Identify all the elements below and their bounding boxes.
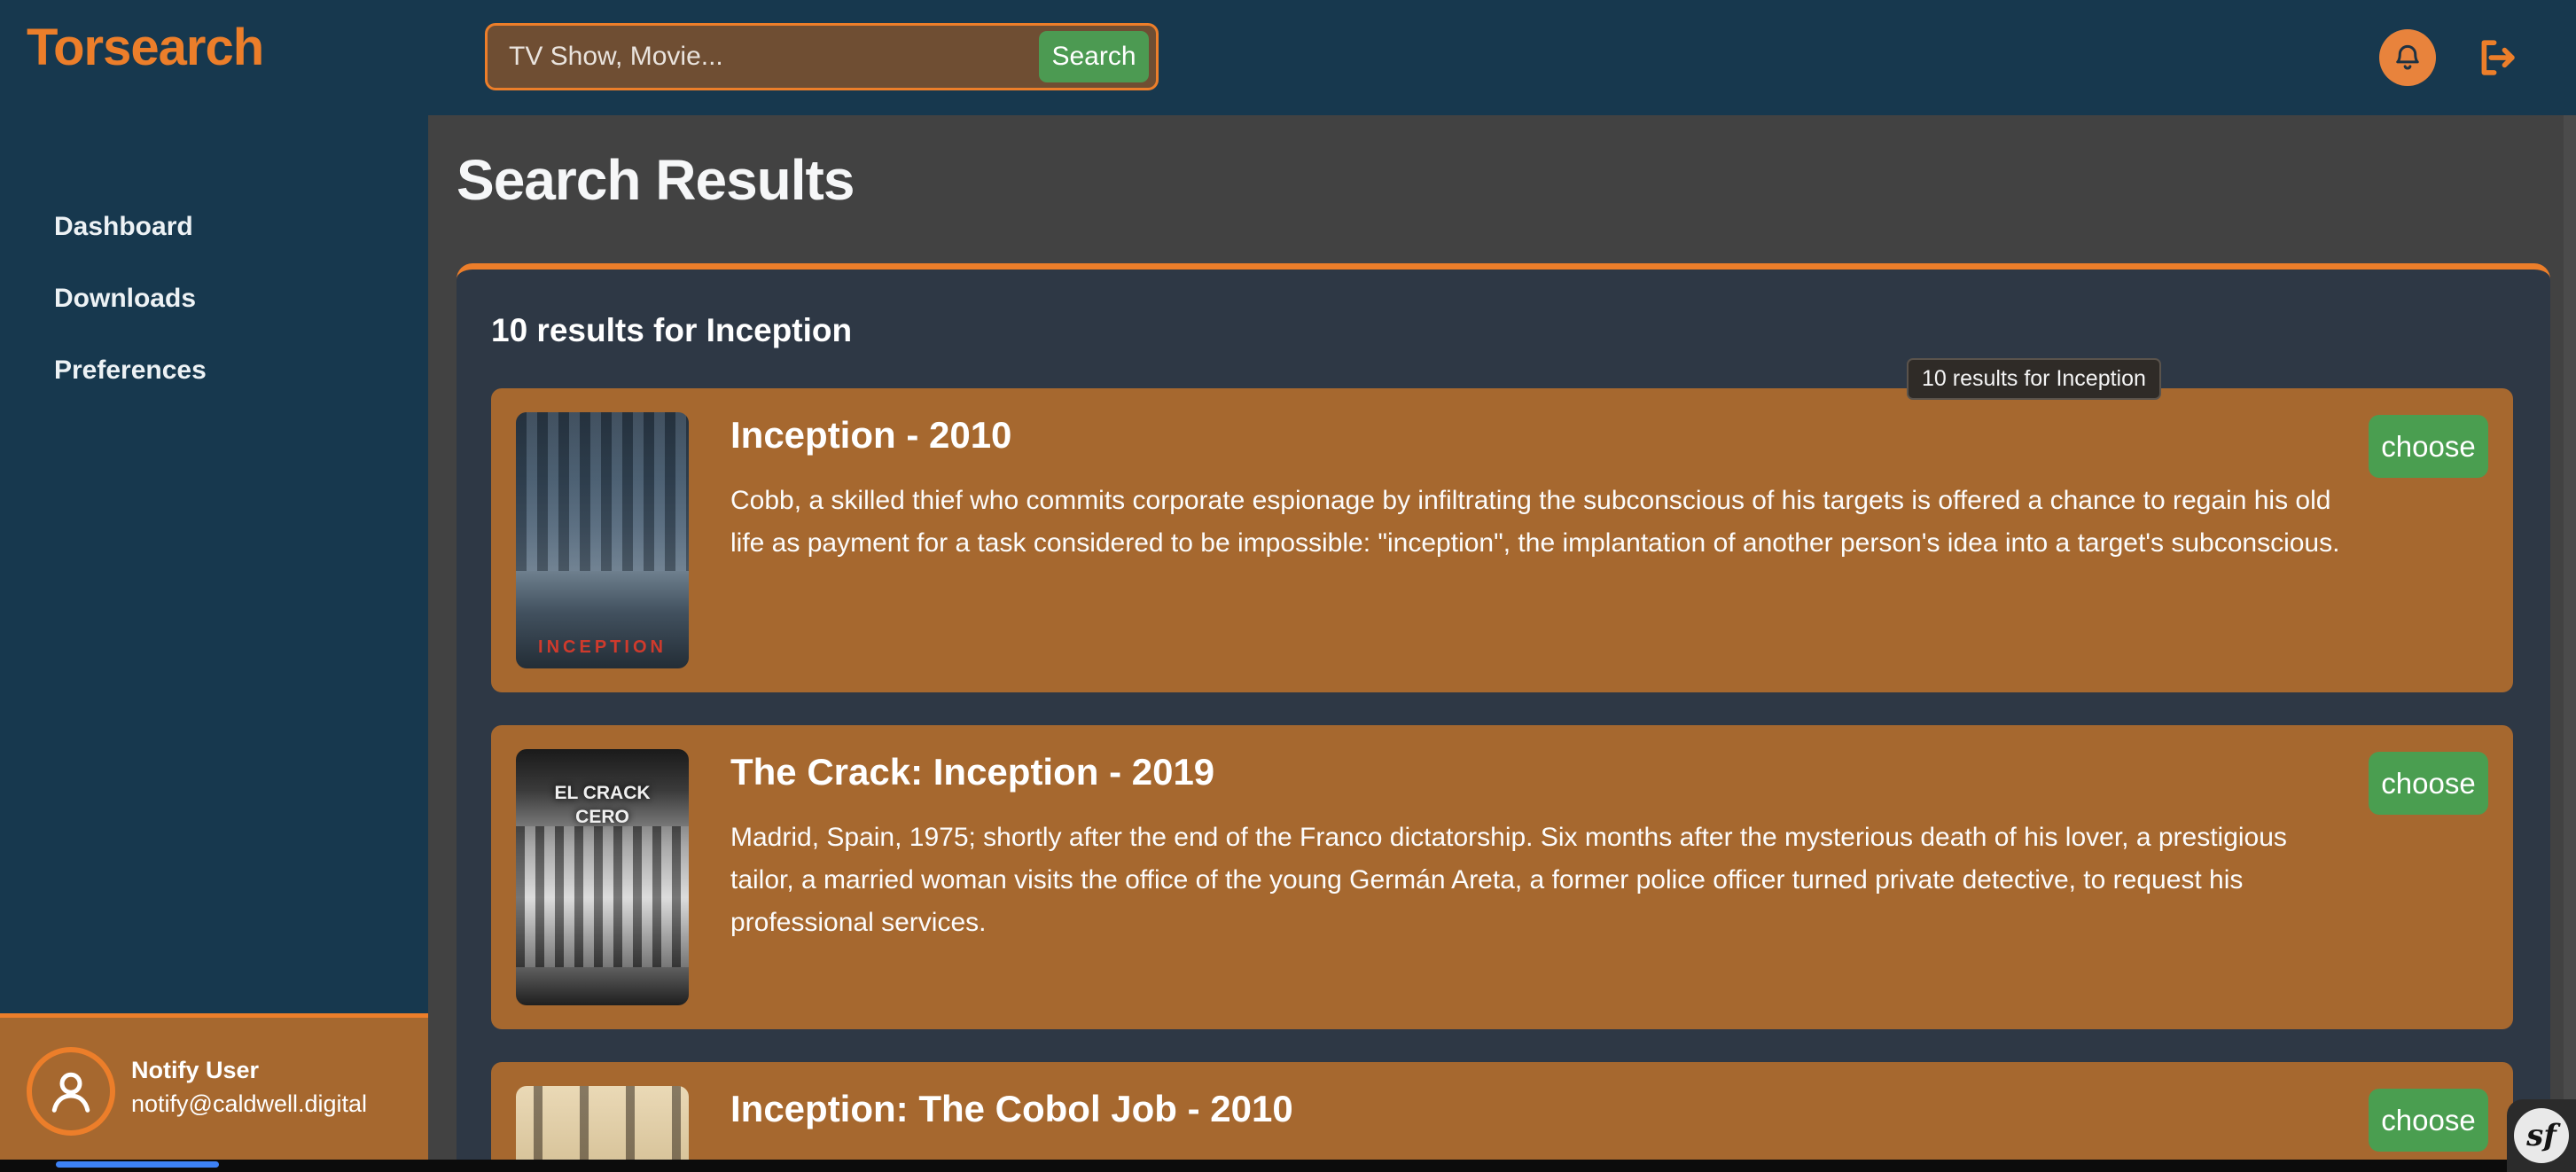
result-title: The Crack: Inception - 2019 bbox=[730, 751, 1215, 793]
sidebar-item-downloads[interactable]: Downloads bbox=[54, 284, 197, 313]
sidebar bbox=[0, 0, 428, 1172]
results-tooltip: 10 results for Inception bbox=[1907, 358, 2161, 400]
bell-icon bbox=[2391, 41, 2424, 74]
top-bar bbox=[0, 0, 2576, 115]
page-title: Search Results bbox=[457, 148, 855, 212]
search-button[interactable]: Search bbox=[1039, 31, 1149, 82]
notifications-button[interactable] bbox=[2379, 29, 2436, 86]
user-panel: Notify User notify@caldwell.digital bbox=[0, 1013, 428, 1160]
result-card-body: Inception - 2010 Cobb, a skilled thief w… bbox=[730, 412, 2344, 668]
choose-button[interactable]: choose bbox=[2369, 1089, 2488, 1152]
results-summary: 10 results for Inception bbox=[491, 312, 853, 348]
result-card: INCEPTION Inception - 2010 Cobb, a skill… bbox=[491, 388, 2513, 692]
result-card: EL CRACK CERO The Crack: Inception - 201… bbox=[491, 725, 2513, 1029]
result-title: Inception - 2010 bbox=[730, 414, 1012, 456]
search-form: Search bbox=[485, 23, 1159, 90]
sign-out-icon bbox=[2473, 34, 2521, 82]
user-name: Notify User bbox=[131, 1057, 260, 1083]
poster-image: EL CRACK CERO bbox=[516, 749, 689, 1005]
result-card: Inception: The Cobol Job - 2010 choose bbox=[491, 1062, 2513, 1172]
progress-bar bbox=[56, 1161, 219, 1168]
result-description: Madrid, Spain, 1975; shortly after the e… bbox=[730, 823, 2287, 937]
result-description: Cobb, a skilled thief who commits corpor… bbox=[730, 486, 2340, 558]
sidebar-item-dashboard[interactable]: Dashboard bbox=[54, 212, 193, 241]
symfony-icon: sf bbox=[2514, 1108, 2569, 1163]
poster-image: INCEPTION bbox=[516, 412, 689, 668]
result-title: Inception: The Cobol Job - 2010 bbox=[730, 1088, 1293, 1129]
torsearch-logo[interactable]: Torsearch bbox=[27, 19, 264, 76]
poster-image bbox=[516, 1086, 689, 1172]
person-icon bbox=[44, 1065, 98, 1118]
logout-button[interactable] bbox=[2473, 34, 2521, 82]
symfony-toolbar-toggle[interactable]: sf bbox=[2507, 1099, 2576, 1172]
poster-caption: INCEPTION bbox=[538, 637, 667, 657]
search-input[interactable] bbox=[488, 26, 1039, 88]
results-panel: 10 results for Inception INCEPTION Incep… bbox=[457, 263, 2550, 1172]
bottom-bar bbox=[0, 1160, 2576, 1172]
user-email: notify@caldwell.digital bbox=[131, 1090, 368, 1117]
user-avatar bbox=[27, 1047, 115, 1136]
choose-button[interactable]: choose bbox=[2369, 415, 2488, 478]
scrollbar-track[interactable] bbox=[2564, 115, 2576, 1160]
choose-button[interactable]: choose bbox=[2369, 752, 2488, 815]
poster-caption: EL CRACK CERO bbox=[554, 783, 651, 827]
result-card-body: The Crack: Inception - 2019 Madrid, Spai… bbox=[730, 749, 2344, 1005]
sidebar-nav: Dashboard Downloads Preferences bbox=[54, 211, 207, 387]
sidebar-item-preferences[interactable]: Preferences bbox=[54, 356, 207, 385]
result-card-body: Inception: The Cobol Job - 2010 bbox=[730, 1086, 1293, 1172]
